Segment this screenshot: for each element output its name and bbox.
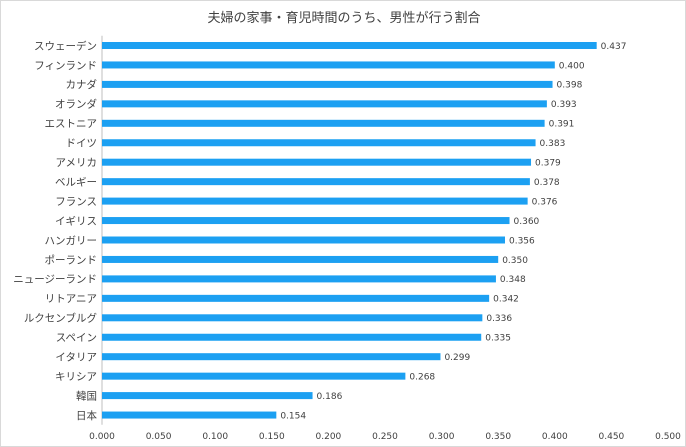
- category-label: スペイン: [56, 332, 97, 344]
- category-label: ニュージーランド: [13, 274, 97, 286]
- bar: [102, 178, 530, 186]
- data-label: 0.348: [500, 275, 526, 285]
- bars: [102, 42, 597, 419]
- category-label: アメリカ: [56, 157, 97, 169]
- data-label: 0.400: [559, 61, 585, 71]
- x-tick-label: 0.450: [599, 432, 625, 442]
- x-axis-tick-labels: 0.000 0.050 0.100 0.150 0.200 0.250 0.300 0.350…: [89, 432, 681, 442]
- x-tick-label: 0.200: [316, 432, 342, 442]
- category-label: ルクセンブルグ: [24, 312, 98, 325]
- bar: [102, 80, 553, 88]
- data-label: 0.383: [540, 139, 566, 149]
- x-tick-label: 0.100: [202, 432, 228, 442]
- category-label: フィンランド: [34, 60, 97, 72]
- category-label: フランス: [55, 196, 97, 208]
- x-tick-label: 0.300: [429, 432, 455, 442]
- category-label: 日本: [76, 409, 97, 422]
- bar: [102, 100, 547, 108]
- x-tick-label: 0.250: [372, 432, 398, 442]
- data-label: 0.398: [557, 81, 583, 91]
- data-label: 0.350: [502, 256, 528, 266]
- data-label: 0.393: [551, 100, 577, 110]
- data-label: 0.342: [493, 295, 519, 305]
- category-labels: スウェーデンフィンランドカナダオランダエストニアドイツアメリカベルギーフランスイ…: [13, 39, 97, 422]
- x-tick-label: 0.150: [259, 432, 285, 442]
- data-label: 0.360: [514, 217, 540, 227]
- bar: [102, 139, 536, 147]
- x-tick-label: 0.050: [146, 432, 172, 442]
- x-tick-label: 0.350: [485, 432, 511, 442]
- category-label: キリシア: [55, 371, 97, 383]
- bar: [102, 158, 532, 166]
- category-label: オランダ: [55, 98, 97, 111]
- bar: [102, 275, 496, 283]
- category-label: カナダ: [66, 78, 98, 91]
- data-label: 0.336: [486, 314, 512, 324]
- category-label: イギリス: [55, 215, 97, 227]
- data-label: 0.299: [444, 353, 470, 363]
- data-label: 0.335: [485, 334, 511, 344]
- category-label: エストニア: [45, 118, 98, 130]
- bar: [102, 119, 545, 127]
- category-label: ハンガリー: [45, 235, 98, 247]
- data-label: 0.154: [280, 411, 306, 421]
- data-label: 0.391: [549, 120, 575, 130]
- data-label: 0.356: [509, 236, 535, 246]
- bar: [102, 61, 555, 69]
- category-label: ドイツ: [66, 138, 98, 150]
- x-tick-label: 0.000: [89, 432, 115, 442]
- category-label: リトアニア: [45, 293, 97, 305]
- bar: [102, 197, 528, 205]
- bar: [102, 314, 483, 322]
- bar: [102, 411, 277, 419]
- data-label: 0.268: [409, 372, 435, 382]
- bar: [102, 236, 505, 244]
- data-labels: 0.437 0.400 0.398 0.393 0.391 0.383 0.379 0.378…: [280, 42, 626, 422]
- category-label: スウェーデン: [34, 39, 97, 52]
- bar: [102, 392, 313, 400]
- data-label: 0.186: [317, 392, 343, 402]
- x-tick-label: 0.400: [542, 432, 568, 442]
- category-label: イタリア: [55, 352, 97, 364]
- category-label: 韓国: [76, 390, 97, 402]
- category-label: ポーランド: [45, 254, 98, 266]
- bar: [102, 217, 510, 225]
- bar: [102, 255, 499, 263]
- data-label: 0.378: [534, 178, 560, 188]
- bar: [102, 333, 482, 341]
- data-label: 0.437: [601, 42, 627, 52]
- bar: [102, 294, 490, 302]
- data-label: 0.376: [532, 197, 558, 207]
- bar: [102, 353, 441, 361]
- data-label: 0.379: [535, 159, 561, 169]
- bar: [102, 42, 597, 49]
- bar: [102, 372, 406, 380]
- chart-title: 夫婦の家事・育児時間のうち、男性が行う割合: [207, 10, 480, 26]
- x-tick-label: 0.500: [655, 432, 681, 442]
- category-label: ベルギー: [55, 176, 97, 188]
